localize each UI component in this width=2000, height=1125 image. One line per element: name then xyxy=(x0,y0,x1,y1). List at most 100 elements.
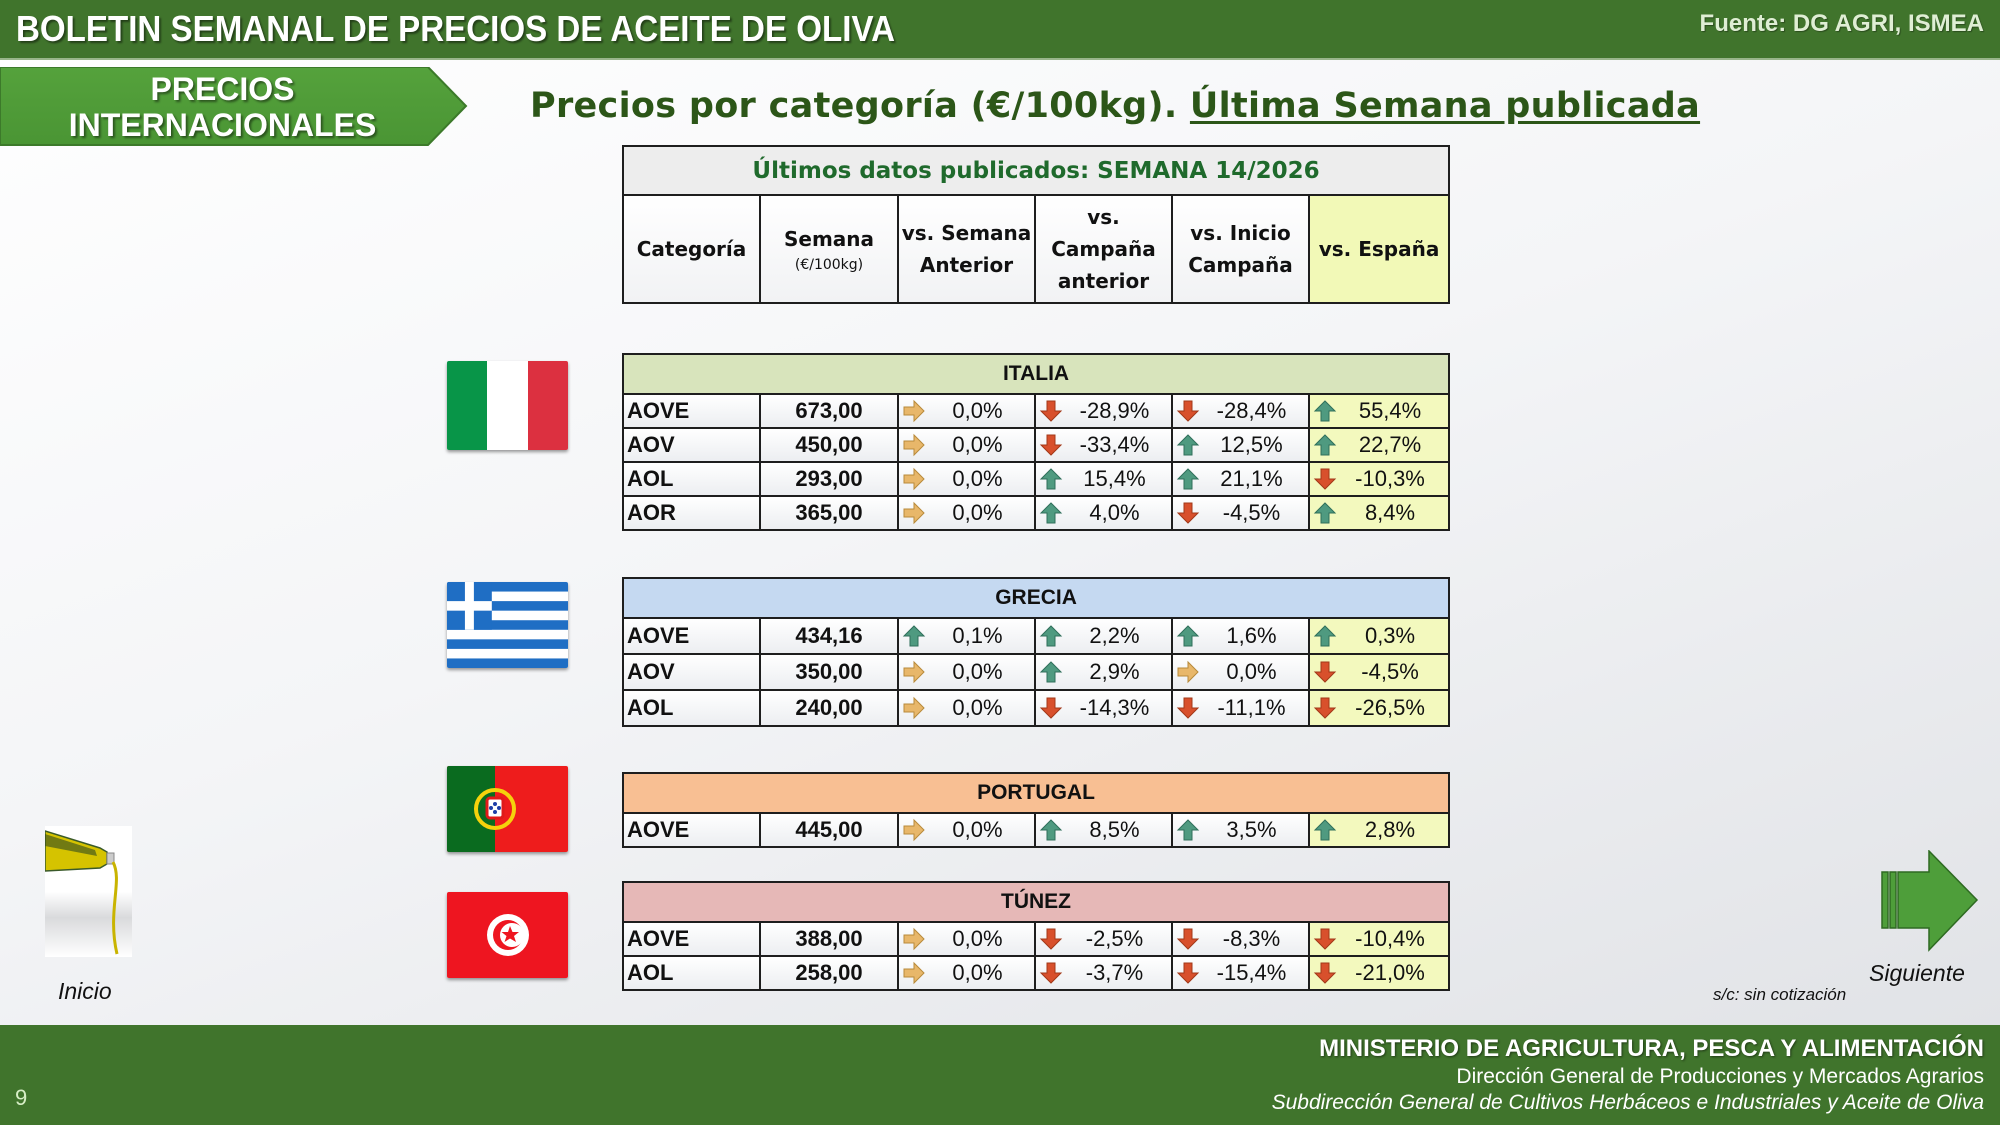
price-cell: 673,00 xyxy=(759,393,899,429)
category-cell: AOVE xyxy=(622,921,761,957)
table-row: AOL 240,00 0,0% -14,3% -11,1% -26,5% xyxy=(622,689,1451,727)
flag-italia-icon xyxy=(447,361,568,450)
vs-espana-cell: -26,5% xyxy=(1307,689,1451,727)
vs-espana-cell: 0,3% xyxy=(1307,617,1451,655)
vs-semana-anterior-cell: 0,0% xyxy=(897,427,1036,463)
arrow-right-icon xyxy=(903,696,925,720)
table-row: AOVE 673,00 0,0% -28,9% -28,4% 55,4% xyxy=(622,393,1451,429)
vs-semana-anterior-cell: 0,0% xyxy=(897,653,1036,691)
directorate-name: Dirección General de Producciones y Merc… xyxy=(1456,1065,1984,1088)
vs-inicio-campana-cell: -8,3% xyxy=(1171,921,1310,957)
chevron-banner-icon xyxy=(0,67,468,146)
arrow-down-icon xyxy=(1039,434,1063,456)
arrow-down-icon xyxy=(1039,400,1063,422)
category-cell: AOL xyxy=(622,461,761,497)
vs-campana-anterior-cell: 8,5% xyxy=(1034,812,1173,848)
price-cell: 293,00 xyxy=(759,461,899,497)
vs-semana-anterior-cell: 0,0% xyxy=(897,689,1036,727)
siguiente-label[interactable]: Siguiente xyxy=(1869,960,1965,986)
vs-campana-anterior-cell: -28,9% xyxy=(1034,393,1173,429)
vs-inicio-campana-cell: 3,5% xyxy=(1171,812,1310,848)
country-name-tunez: TÚNEZ xyxy=(622,881,1450,923)
arrow-up-icon xyxy=(1039,625,1063,647)
title-bar: BOLETIN SEMANAL DE PRECIOS DE ACEITE DE … xyxy=(0,0,2000,60)
category-cell: AOVE xyxy=(622,617,761,655)
vs-espana-cell: 22,7% xyxy=(1307,427,1451,463)
vs-campana-anterior-cell: 15,4% xyxy=(1034,461,1173,497)
page-number: 9 xyxy=(15,1085,28,1110)
vs-espana-cell: -10,4% xyxy=(1308,921,1450,957)
table-row: AOVE 445,00 0,0% 8,5% 3,5% 2,8% xyxy=(622,812,1451,848)
footer-bar: 9 MINISTERIO DE AGRICULTURA, PESCA Y ALI… xyxy=(0,1025,2000,1125)
category-cell: AOL xyxy=(622,955,761,991)
category-cell: AOVE xyxy=(622,812,761,848)
vs-campana-anterior-cell: -14,3% xyxy=(1034,689,1173,727)
subtitle-main: Precios por categoría (€/100kg). xyxy=(530,86,1178,126)
vs-inicio-campana-cell: -11,1% xyxy=(1171,689,1310,727)
table-row: AOV 450,00 0,0% -33,4% 12,5% 22,7% xyxy=(622,427,1451,463)
vs-semana-anterior-cell: 0,0% xyxy=(897,921,1036,957)
category-cell: AOVE xyxy=(622,393,761,429)
col-header-vs-semana-anterior: vs. Semana Anterior xyxy=(897,194,1036,304)
arrow-right-icon xyxy=(1177,660,1199,684)
arrow-down-icon xyxy=(1313,962,1337,984)
arrow-right-icon xyxy=(903,927,925,951)
vs-campana-anterior-cell: -33,4% xyxy=(1034,427,1173,463)
sin-cotizacion-note: s/c: sin cotización xyxy=(1713,985,1847,1004)
section-tag: PRECIOS INTERNACIONALES xyxy=(0,67,468,146)
vs-inicio-campana-cell: 1,6% xyxy=(1171,617,1310,655)
arrow-up-icon xyxy=(1039,661,1063,683)
flag-tunez-icon xyxy=(447,892,568,978)
vs-inicio-campana-cell: -15,4% xyxy=(1171,955,1310,991)
inicio-label[interactable]: Inicio xyxy=(58,978,112,1004)
table-row: AOL 258,00 0,0% -3,7% -15,4% -21,0% xyxy=(622,955,1450,991)
vs-espana-cell: 55,4% xyxy=(1307,393,1451,429)
ministry-name: MINISTERIO DE AGRICULTURA, PESCA Y ALIME… xyxy=(1319,1035,1984,1062)
vs-espana-cell: 2,8% xyxy=(1307,812,1451,848)
vs-campana-anterior-cell: -3,7% xyxy=(1034,955,1173,991)
category-cell: AOR xyxy=(622,495,761,531)
vs-inicio-campana-cell: 21,1% xyxy=(1171,461,1310,497)
vs-espana-cell: -10,3% xyxy=(1307,461,1451,497)
price-cell: 365,00 xyxy=(759,495,899,531)
price-table-header: Últimos datos publicados: SEMANA 14/2026… xyxy=(621,145,1451,304)
arrow-down-icon xyxy=(1039,697,1063,719)
arrow-down-icon xyxy=(1039,928,1063,950)
table-row: AOL 293,00 0,0% 15,4% 21,1% -10,3% xyxy=(622,461,1451,497)
bulletin-title: BOLETIN SEMANAL DE PRECIOS DE ACEITE DE … xyxy=(16,8,896,49)
source-label: Fuente: DG AGRI, ISMEA xyxy=(1699,10,1984,37)
flag-portugal-icon xyxy=(447,766,568,852)
arrow-up-icon xyxy=(1176,625,1200,647)
week-banner: Últimos datos publicados: SEMANA 14/2026 xyxy=(621,145,1451,196)
vs-semana-anterior-cell: 0,0% xyxy=(897,393,1036,429)
vs-inicio-campana-cell: 0,0% xyxy=(1171,653,1310,691)
price-cell: 240,00 xyxy=(759,689,899,727)
arrow-down-icon xyxy=(1176,697,1200,719)
category-cell: AOL xyxy=(622,689,761,727)
arrow-right-icon xyxy=(903,818,925,842)
arrow-up-icon xyxy=(1313,400,1337,422)
arrow-up-icon xyxy=(1313,502,1337,524)
arrow-down-icon xyxy=(1313,468,1337,490)
vs-semana-anterior-cell: 0,0% xyxy=(897,461,1036,497)
vs-inicio-campana-cell: -4,5% xyxy=(1171,495,1310,531)
inicio-button[interactable] xyxy=(45,826,132,957)
arrow-down-icon xyxy=(1176,400,1200,422)
arrow-right-icon xyxy=(903,399,925,423)
arrow-down-icon xyxy=(1313,697,1337,719)
country-name-portugal: PORTUGAL xyxy=(621,772,1451,814)
arrow-down-icon xyxy=(1313,661,1337,683)
arrow-down-icon xyxy=(1313,928,1337,950)
section-tag-line1: PRECIOS xyxy=(150,71,295,107)
category-cell: AOV xyxy=(622,653,761,691)
page-subtitle: Precios por categoría (€/100kg). Última … xyxy=(530,86,1700,126)
arrow-down-icon xyxy=(1176,928,1200,950)
vs-espana-cell: 8,4% xyxy=(1307,495,1451,531)
arrow-up-icon xyxy=(1313,625,1337,647)
arrow-right-icon xyxy=(903,660,925,684)
arrow-up-icon xyxy=(1176,819,1200,841)
arrow-up-icon xyxy=(1039,468,1063,490)
vs-semana-anterior-cell: 0,1% xyxy=(897,617,1036,655)
siguiente-button[interactable] xyxy=(1880,849,1980,957)
price-cell: 450,00 xyxy=(759,427,899,463)
